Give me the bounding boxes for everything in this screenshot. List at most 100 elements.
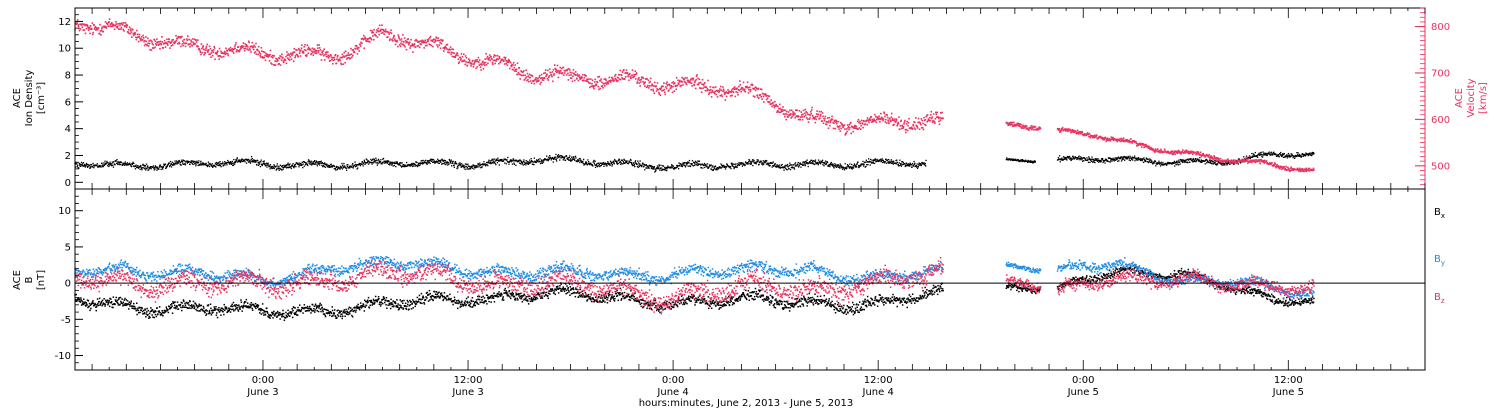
velocity-point	[155, 44, 158, 46]
velocity-point	[541, 77, 543, 79]
density-point	[156, 169, 158, 171]
density-point	[346, 169, 348, 171]
velocity-point	[872, 120, 875, 123]
velocity-point	[555, 71, 558, 74]
density-point	[475, 165, 477, 167]
velocity-point	[807, 113, 809, 116]
velocity-point	[830, 120, 832, 122]
velocity-point	[472, 66, 475, 68]
density-point	[1185, 161, 1187, 163]
density-point	[628, 162, 630, 164]
density-point	[880, 158, 882, 160]
density-point	[1058, 155, 1061, 157]
density-point	[749, 163, 751, 165]
velocity-point	[396, 40, 399, 43]
density-point	[1185, 159, 1187, 161]
density-point	[704, 166, 706, 169]
density-point	[886, 159, 889, 161]
density-point	[432, 159, 435, 161]
density-point	[693, 162, 696, 164]
density-point	[652, 166, 654, 168]
velocity-point	[378, 33, 380, 36]
density-point	[262, 163, 264, 165]
density-point	[415, 161, 417, 163]
density-point	[633, 162, 635, 164]
density-point	[655, 169, 657, 171]
velocity-point	[810, 113, 812, 115]
density-point	[197, 162, 200, 164]
density-point	[134, 168, 137, 170]
velocity-point	[463, 60, 466, 62]
density-point	[180, 160, 183, 162]
velocity-point	[217, 50, 219, 52]
density-point	[869, 164, 871, 166]
density-point	[794, 163, 796, 165]
velocity-point	[592, 85, 594, 87]
velocity-point	[911, 128, 914, 130]
density-point	[186, 160, 188, 162]
density-point	[125, 164, 127, 166]
density-point	[878, 160, 881, 162]
density-point	[616, 161, 618, 164]
velocity-point	[83, 29, 86, 31]
density-point	[494, 162, 496, 164]
velocity-point	[506, 61, 508, 63]
velocity-point	[176, 37, 179, 40]
velocity-point	[418, 40, 420, 43]
density-point	[490, 163, 492, 165]
velocity-point	[204, 49, 206, 51]
density-point	[1177, 160, 1179, 162]
velocity-point	[595, 83, 597, 85]
velocity-point	[234, 47, 236, 50]
velocity-point	[716, 89, 718, 92]
density-point	[1282, 153, 1284, 155]
density-point	[219, 164, 222, 167]
velocity-point	[635, 72, 638, 74]
density-point	[1103, 160, 1105, 163]
velocity-point	[572, 69, 575, 71]
velocity-point	[442, 47, 445, 49]
density-point	[845, 167, 847, 170]
velocity-point	[662, 89, 665, 92]
velocity-point	[898, 116, 900, 118]
density-point	[1260, 153, 1263, 155]
velocity-point	[1077, 131, 1079, 134]
density-point	[289, 166, 291, 168]
density-point	[367, 163, 370, 165]
density-point	[359, 165, 362, 167]
density-point	[680, 165, 682, 167]
density-point	[717, 167, 719, 169]
density-point	[169, 165, 171, 168]
density-point	[567, 157, 569, 159]
density-point	[686, 162, 688, 164]
density-point	[196, 161, 198, 163]
velocity-point	[376, 29, 378, 31]
density-point	[1118, 160, 1120, 162]
velocity-point	[437, 46, 439, 48]
density-point	[830, 161, 832, 164]
density-point	[1270, 154, 1272, 156]
density-point	[329, 166, 331, 168]
velocity-point	[219, 55, 222, 58]
density-point	[1139, 159, 1142, 162]
density-point	[216, 164, 218, 166]
density-point	[751, 159, 754, 161]
velocity-point	[651, 84, 654, 87]
density-point	[384, 160, 387, 162]
density-point	[486, 161, 489, 164]
density-point	[442, 160, 444, 162]
velocity-point	[1025, 128, 1027, 130]
density-point	[1233, 163, 1235, 165]
density-point	[167, 163, 170, 165]
velocity-point	[325, 55, 328, 58]
velocity-point	[129, 32, 131, 35]
density-point	[115, 160, 117, 162]
velocity-point	[805, 110, 807, 113]
velocity-point	[171, 39, 174, 41]
density-point	[405, 165, 407, 168]
density-point	[377, 158, 380, 160]
density-point	[570, 160, 572, 162]
density-point	[277, 168, 279, 170]
density-point	[707, 167, 709, 169]
density-point	[739, 162, 742, 164]
